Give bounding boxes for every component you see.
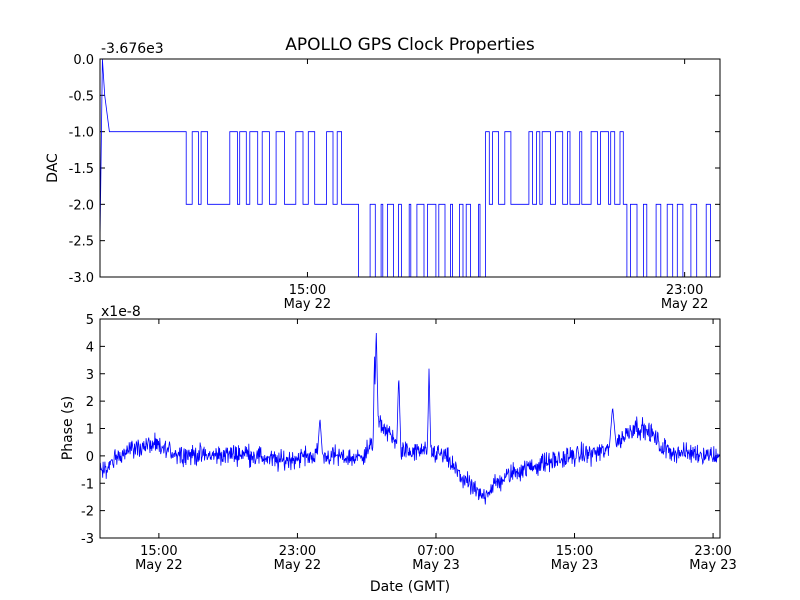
dac-xtick-time: 15:00: [289, 283, 326, 298]
dac-ytick-label: -0.5: [69, 89, 94, 104]
phase-ytick-label: -1: [81, 477, 94, 492]
dac-panel: APOLLO GPS Clock Properties -3.676e3 DAC…: [45, 35, 721, 312]
dac-ytick-label: -2.5: [69, 235, 94, 250]
dac-xtick-date: May 22: [661, 297, 709, 312]
dac-ytick-label: -1.0: [69, 126, 94, 141]
phase-ytick-label: 1: [86, 423, 94, 438]
dac-plot-frame: [99, 58, 721, 278]
dac-xtick-date: May 22: [284, 297, 332, 312]
dac-ytick-label: -1.5: [69, 162, 94, 177]
phase-xlabel: Date (GMT): [370, 579, 450, 595]
phase-xtick-date: May 22: [135, 558, 183, 573]
phase-series-line: [99, 332, 721, 505]
phase-panel: x1e-8 Phase (s) Date (GMT) 543210-1-2-3 …: [60, 304, 737, 595]
phase-plot-frame: [99, 318, 721, 539]
phase-ytick-label: 3: [86, 368, 94, 383]
phase-ytick-label: 4: [86, 340, 94, 355]
dac-series-line: [99, 58, 721, 278]
dac-ylabel: DAC: [45, 153, 61, 183]
dac-ytick-label: 0.0: [73, 53, 94, 68]
phase-ylabel: Phase (s): [60, 396, 76, 460]
phase-xtick-time: 23:00: [279, 544, 316, 559]
dac-ytick-label: -2.0: [69, 198, 94, 213]
phase-ytick-label: -2: [81, 505, 94, 520]
dac-ytick-label: -3.0: [69, 271, 94, 286]
phase-xtick-date: May 23: [551, 558, 599, 573]
phase-xtick-date: May 23: [689, 558, 737, 573]
phase-xtick-time: 23:00: [694, 544, 731, 559]
phase-xtick-date: May 22: [274, 558, 322, 573]
phase-ytick-label: -3: [81, 532, 94, 547]
phase-xtick-time: 07:00: [417, 544, 454, 559]
phase-ytick-label: 2: [86, 395, 94, 410]
phase-xtick-time: 15:00: [556, 544, 593, 559]
phase-ytick-label: 0: [86, 450, 94, 465]
dac-xtick-time: 23:00: [666, 283, 703, 298]
dac-offset-label: -3.676e3: [101, 41, 164, 57]
chart-title: APOLLO GPS Clock Properties: [285, 35, 535, 55]
phase-offset-label: x1e-8: [101, 304, 141, 320]
phase-xtick-time: 15:00: [140, 544, 177, 559]
phase-xtick-date: May 23: [412, 558, 460, 573]
phase-ytick-label: 5: [86, 313, 94, 328]
